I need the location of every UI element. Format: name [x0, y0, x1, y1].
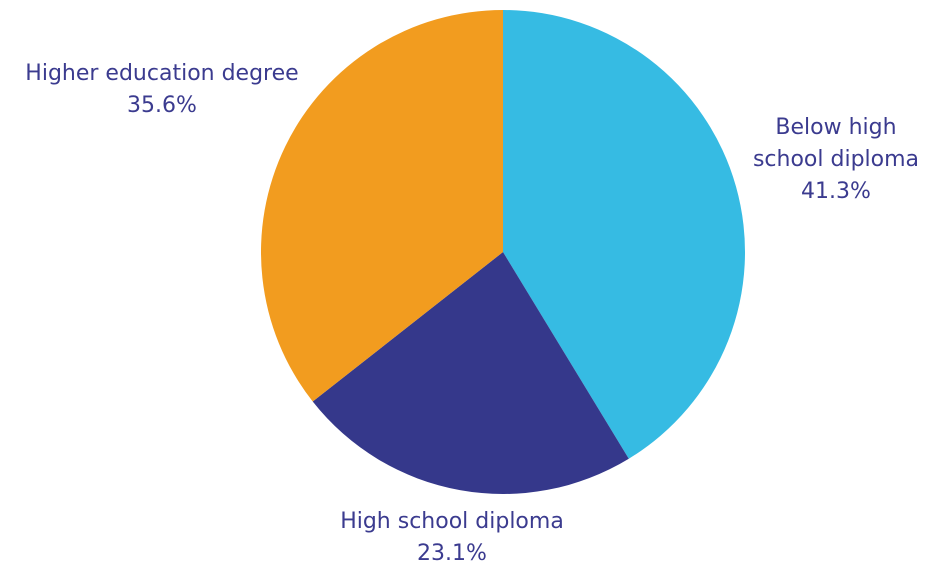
pie-slice-below-high-school-diploma [503, 10, 745, 459]
pie-slices [261, 10, 745, 494]
slice-value-label: 41.3% [801, 179, 871, 204]
slice-name-label: school diploma [753, 147, 919, 172]
slice-labels: Below high school diploma 41.3% High school… [25, 61, 919, 566]
slice-name-label: High school diploma [340, 509, 564, 534]
slice-value-label: 23.1% [417, 541, 487, 566]
pie-slice-high-school-diploma [312, 252, 629, 494]
slice-label-high-school-diploma: High school diploma 23.1% [340, 509, 564, 566]
pie-slice-higher-education-degree [261, 10, 503, 402]
slice-name-label: Higher education degree [25, 61, 298, 86]
slice-name-label: Below high [775, 115, 896, 140]
slice-label-below-high-school-diploma: Below high school diploma 41.3% [753, 115, 919, 204]
slice-label-higher-education-degree: Higher education degree 35.6% [25, 61, 298, 118]
slice-value-label: 35.6% [127, 93, 197, 118]
